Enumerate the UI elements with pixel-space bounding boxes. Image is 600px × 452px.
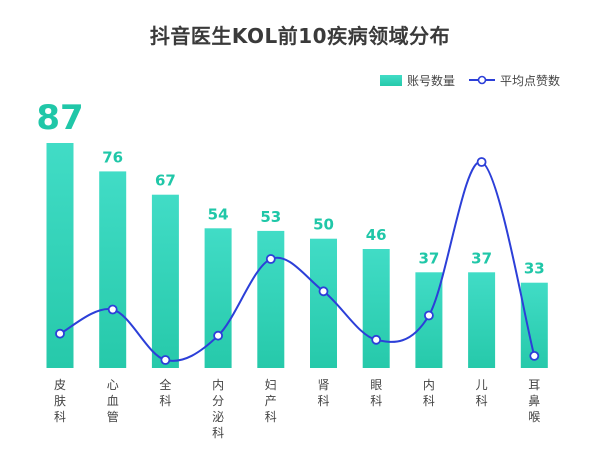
likes-point-9: [529, 350, 540, 361]
likes-line: [59, 160, 536, 362]
likes-point-0: [55, 328, 65, 339]
bar-3: [204, 228, 232, 368]
value-label-2: 67: [155, 172, 176, 190]
likes-point-5: [318, 286, 329, 297]
legend-item-line: 平均点赞数: [469, 72, 560, 89]
legend-line-swatch: [469, 75, 496, 85]
chart-title: 抖音医生KOL前10疾病领域分布: [149, 24, 451, 48]
category-label-4: 妇产科: [265, 378, 277, 424]
likes-point-4: [265, 254, 276, 264]
likes-point-1: [107, 304, 118, 315]
legend-bar-label: 账号数量: [407, 73, 456, 88]
legend-line-label: 平均点赞数: [500, 73, 561, 88]
category-label-2: 全科: [159, 377, 171, 408]
value-label-4: 53: [260, 208, 281, 226]
value-label-5: 50: [313, 216, 334, 234]
likes-point-8: [476, 157, 487, 167]
bar-4: [257, 230, 285, 368]
legend: 账号数量 平均点赞数: [380, 72, 574, 88]
likes-point-2: [160, 355, 171, 365]
category-label-9: 耳鼻喉: [528, 378, 540, 424]
category-label-7: 内科: [423, 378, 435, 408]
likes-point-3: [213, 330, 224, 341]
category-label-3: 内分泌科: [212, 378, 224, 440]
category-label-1: 心血管: [107, 378, 119, 424]
bar-2: [151, 194, 179, 368]
category-label-5: 肾科: [317, 378, 329, 408]
likes-point-6: [371, 334, 382, 345]
value-label-6: 46: [366, 226, 387, 244]
bar-8: [468, 272, 496, 368]
value-label-9: 33: [524, 260, 545, 278]
value-label-8: 37: [471, 249, 492, 267]
bar-1: [99, 171, 127, 368]
likes-point-7: [423, 310, 434, 321]
value-label-3: 54: [208, 205, 229, 223]
value-label-7: 37: [418, 249, 439, 267]
legend-bar-swatch: [380, 74, 402, 86]
category-label-0: 皮肤科: [54, 378, 66, 424]
bar-5: [310, 238, 337, 368]
category-label-6: 眼科: [370, 378, 382, 408]
legend-item-bar: 账号数量: [380, 72, 455, 89]
value-label-1: 76: [102, 148, 123, 166]
category-label-8: 儿科: [476, 378, 488, 408]
bar-6: [362, 249, 390, 368]
value-label-0: 87: [36, 98, 83, 138]
